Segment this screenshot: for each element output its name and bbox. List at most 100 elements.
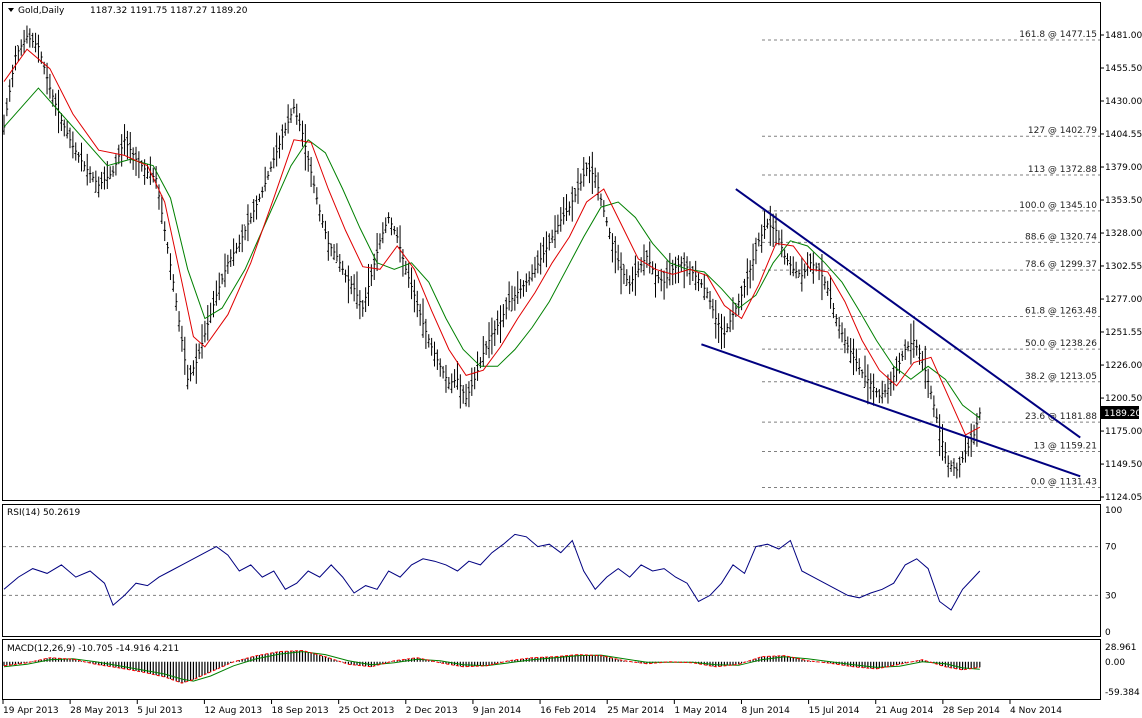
macd-histogram-bar xyxy=(623,660,625,662)
macd-histogram-bar xyxy=(514,659,516,662)
price-bar xyxy=(407,262,410,288)
price-bar xyxy=(226,254,230,274)
price-axis-label: 1404.55 xyxy=(1105,130,1142,140)
macd-histogram-bar xyxy=(574,654,576,662)
trendline xyxy=(735,188,1081,439)
price-bar xyxy=(694,260,697,291)
price-bar xyxy=(60,113,63,132)
dropdown-triangle-icon[interactable] xyxy=(8,8,14,12)
price-bar xyxy=(238,234,241,252)
price-bar xyxy=(114,154,118,176)
rsi-axis-label: 70 xyxy=(1105,543,1117,553)
time-axis-label: 25 Mar 2014 xyxy=(607,706,664,716)
macd-histogram-bar xyxy=(26,661,28,663)
price-bar xyxy=(17,45,20,62)
macd-histogram-bar xyxy=(187,661,189,682)
price-bar xyxy=(355,271,359,309)
price-bar xyxy=(542,237,545,263)
price-bar xyxy=(364,287,367,313)
price-bar xyxy=(83,161,86,172)
price-bar xyxy=(415,290,419,318)
macd-histogram-bar xyxy=(749,660,751,662)
price-bar xyxy=(25,25,29,44)
macd-histogram-bar xyxy=(488,661,490,666)
price-bar xyxy=(565,194,568,221)
macd-histogram-bar xyxy=(631,661,634,663)
macd-histogram-bar xyxy=(565,655,568,662)
macd-histogram-bar xyxy=(379,661,381,665)
price-bar xyxy=(553,215,557,249)
macd-histogram-bar xyxy=(571,655,573,662)
macd-histogram-bar xyxy=(890,661,892,667)
macd-histogram-bar xyxy=(270,653,272,662)
price-bar xyxy=(691,266,695,281)
price-bar xyxy=(857,358,861,375)
macd-histogram-bar xyxy=(422,658,424,662)
price-axis-label: 1481.00 xyxy=(1105,31,1142,41)
price-bar xyxy=(381,222,385,244)
macd-histogram-bar xyxy=(471,661,473,667)
macd-histogram-bar xyxy=(568,655,570,662)
price-bar xyxy=(826,280,829,296)
price-bar xyxy=(944,442,947,464)
price-bar xyxy=(255,195,258,220)
price-axis-label: 1149.50 xyxy=(1105,460,1142,470)
macd-histogram-bar xyxy=(123,661,126,669)
price-bar xyxy=(550,229,554,244)
macd-histogram-bar xyxy=(451,661,453,665)
fib-level-label: 13 @ 1159.21 xyxy=(1034,441,1097,451)
price-bar xyxy=(166,241,169,254)
price-bar xyxy=(502,304,505,328)
price-bar xyxy=(771,213,775,248)
macd-histogram-bar xyxy=(956,661,958,669)
price-bar xyxy=(378,233,382,250)
price-axis-label: 1353.50 xyxy=(1105,196,1142,206)
price-bar xyxy=(298,113,301,132)
macd-histogram-bar xyxy=(468,661,470,667)
price-bar xyxy=(967,438,970,457)
price-bar xyxy=(62,119,66,137)
macd-histogram-bar xyxy=(873,661,875,669)
price-bar xyxy=(530,264,534,282)
price-bar xyxy=(347,265,350,304)
price-bar xyxy=(450,373,454,394)
macd-histogram-bar xyxy=(135,661,137,671)
price-bar xyxy=(126,130,129,160)
macd-histogram-bar xyxy=(40,659,42,662)
price-bar xyxy=(800,257,804,292)
macd-histogram-bar xyxy=(350,661,352,665)
macd-histogram-bar xyxy=(901,661,903,664)
macd-histogram-bar xyxy=(155,661,157,676)
price-bar xyxy=(349,275,353,295)
fib-level-label: 61.8 @ 1263.48 xyxy=(1025,307,1097,317)
macd-histogram-bar xyxy=(560,656,562,662)
macd-histogram-bar xyxy=(118,661,120,668)
price-bar xyxy=(249,212,253,224)
price-bar xyxy=(596,172,600,201)
price-bar xyxy=(203,320,207,343)
macd-histogram-bar xyxy=(138,661,140,672)
macd-histogram-bar xyxy=(801,659,803,662)
price-bar xyxy=(875,387,878,398)
macd-histogram-bar xyxy=(89,661,91,664)
price-axis-label: 1430.00 xyxy=(1105,97,1142,107)
price-bar xyxy=(8,79,12,102)
price-bar xyxy=(240,224,244,253)
fib-level-label: 161.8 @ 1477.15 xyxy=(1019,30,1097,40)
rsi-line xyxy=(3,533,981,611)
price-bar xyxy=(444,364,448,393)
macd-histogram-bar xyxy=(192,661,195,680)
macd-histogram-bar xyxy=(832,661,835,664)
macd-histogram-bar xyxy=(746,661,748,662)
price-bar xyxy=(289,108,293,124)
price-bar xyxy=(352,274,356,302)
fib-level-label: 127 @ 1402.79 xyxy=(1028,126,1097,136)
macd-histogram-bar xyxy=(548,656,550,662)
price-bar xyxy=(174,293,178,311)
price-bar xyxy=(903,339,907,360)
macd-histogram-bar xyxy=(32,661,34,662)
price-bar xyxy=(200,324,204,359)
macd-histogram-bar xyxy=(439,661,441,663)
fib-level-label: 100.0 @ 1345.10 xyxy=(1019,201,1097,211)
price-bar xyxy=(321,214,324,228)
